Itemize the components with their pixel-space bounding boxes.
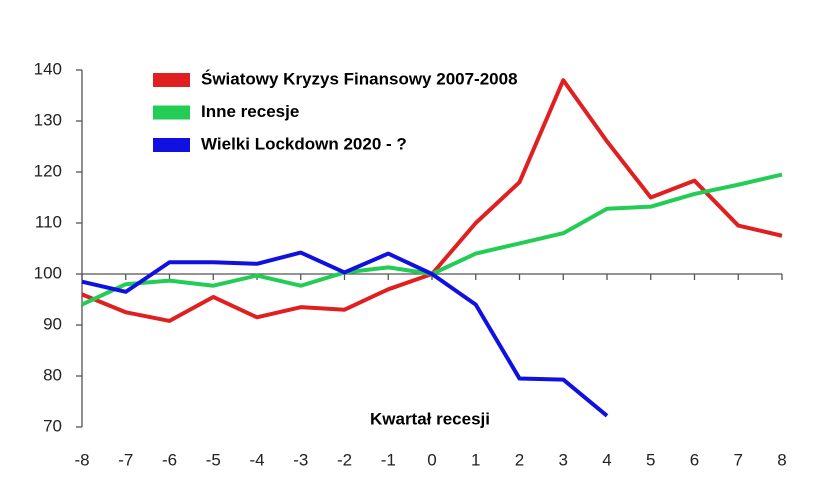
legend-swatch [153,73,190,87]
y-tick-label: 70 [43,416,62,435]
x-tick-label: -2 [337,450,352,469]
x-tick-label: -5 [206,450,221,469]
legend-swatch [153,105,190,120]
x-tick-label: 1 [471,450,480,469]
y-tick-label: 100 [34,263,62,282]
y-tick-label: 140 [34,59,62,78]
x-axis-label: Kwartał recesji [370,409,490,428]
x-tick-label: 4 [602,450,611,469]
legend-swatch [153,138,190,152]
x-tick-label: 6 [690,450,699,469]
y-tick-label: 80 [43,365,62,384]
y-tick-label: 130 [34,110,62,129]
x-tick-label: 5 [646,450,655,469]
x-tick-label: -4 [249,450,264,469]
legend-label: Wielki Lockdown 2020 - ? [201,134,407,153]
x-tick-label: -6 [162,450,177,469]
x-tick-label: 3 [559,450,568,469]
x-tick-label: 8 [777,450,786,469]
x-tick-label: -3 [293,450,308,469]
x-tick-label: 0 [427,450,436,469]
x-tick-label: -8 [74,450,89,469]
x-tick-label: -1 [381,450,396,469]
legend-label: Inne recesje [201,102,299,121]
y-tick-label: 110 [35,212,62,231]
x-tick-label: 2 [515,450,524,469]
series-line [81,250,609,418]
x-tick-label: 7 [734,450,743,469]
series-line [81,172,783,307]
x-tick-label: -7 [118,450,133,469]
y-tick-label: 120 [34,161,62,180]
legend-label: Światowy Kryzys Finansowy 2007-2008 [201,69,518,88]
y-tick-label: 90 [43,314,62,333]
